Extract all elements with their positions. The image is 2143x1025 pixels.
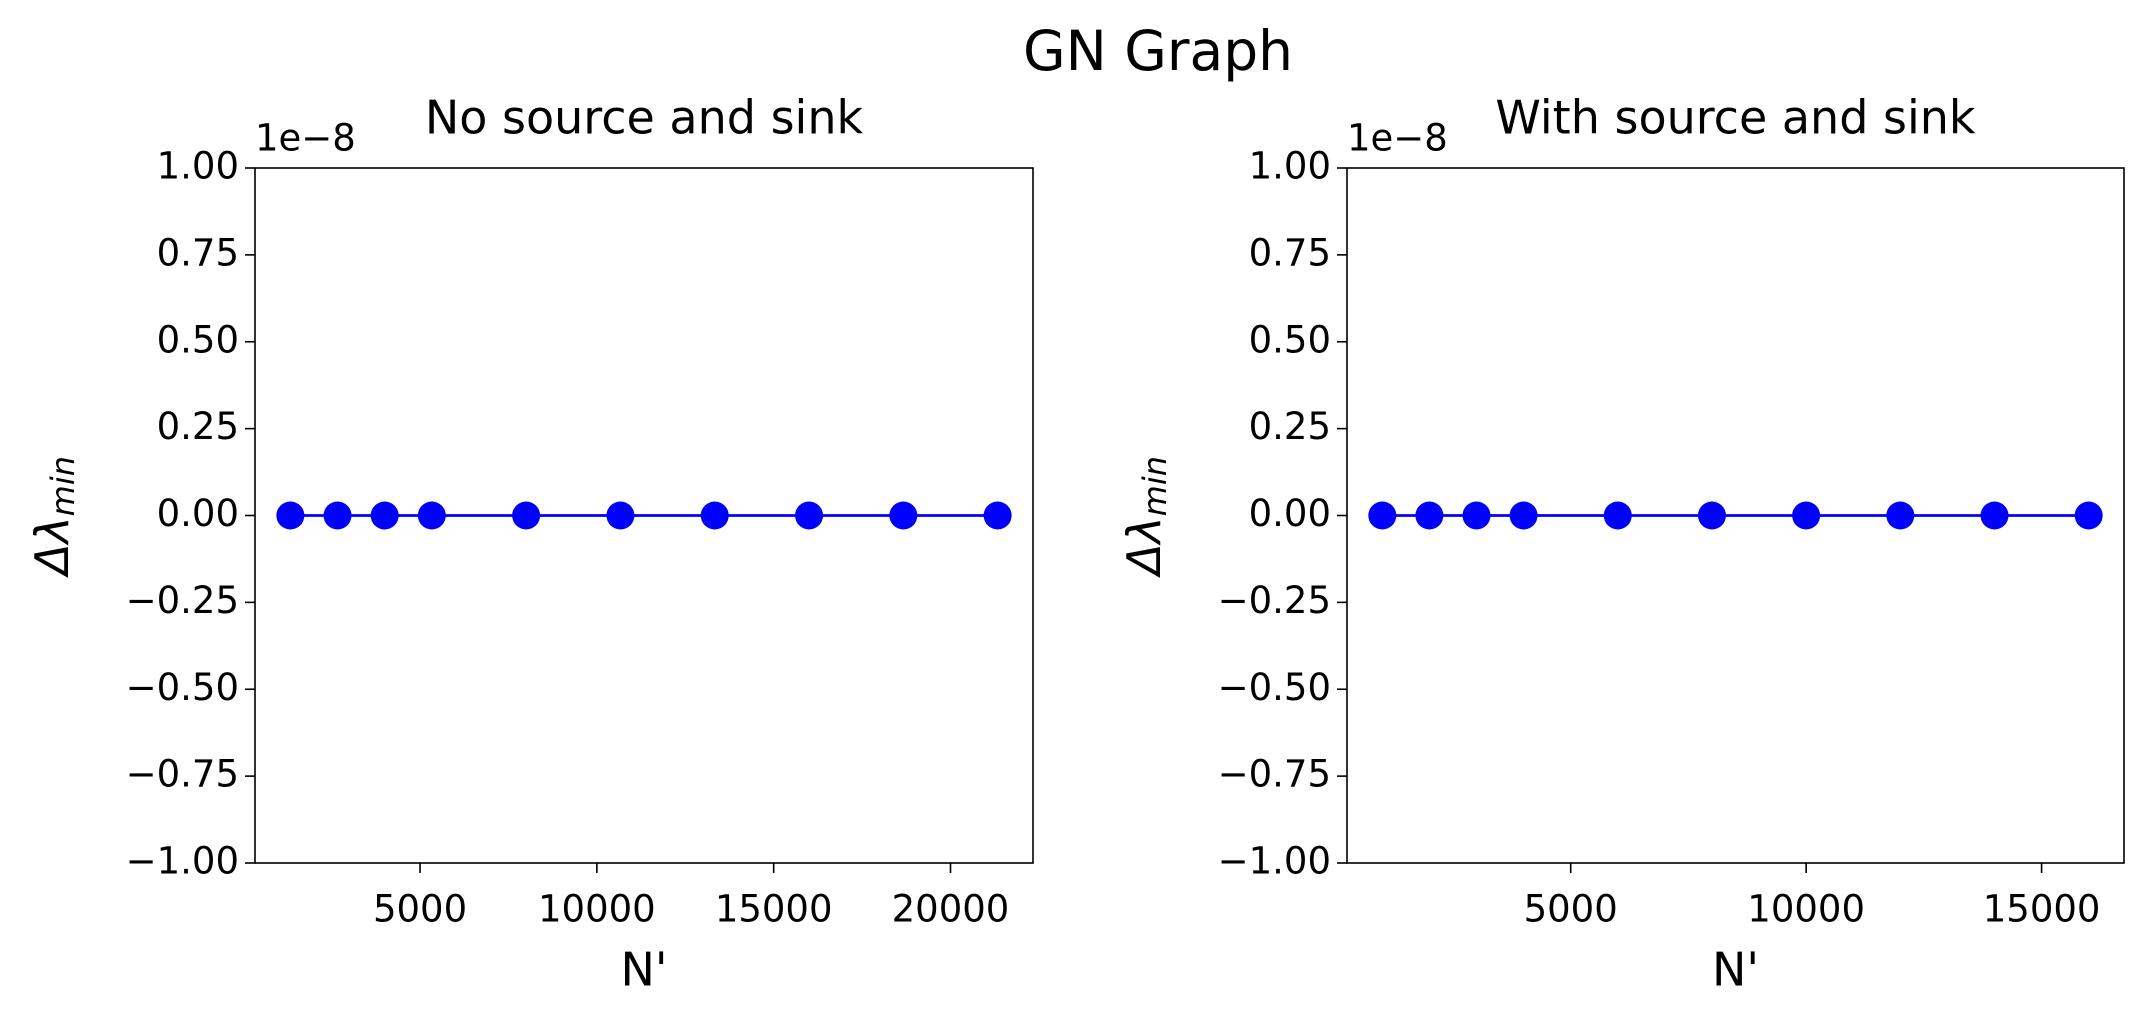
y-axis-label-main: Δλ (25, 516, 79, 578)
y-axis-label-sub: min (44, 456, 82, 516)
data-point (1462, 501, 1491, 530)
y-tick-label: 0.50 (1249, 318, 1331, 361)
subplot-title: No source and sink (425, 91, 864, 145)
data-point (606, 501, 635, 530)
data-point (889, 501, 918, 530)
axes-frame (1346, 167, 2125, 864)
data-point (700, 501, 729, 530)
x-tick-label: 20000 (892, 888, 1010, 931)
axes-frame (254, 167, 1034, 864)
data-point (1980, 501, 2009, 530)
data-point (370, 501, 399, 530)
y-tick-label: 1.00 (157, 145, 239, 188)
x-tick-label: 15000 (1983, 888, 2101, 931)
y-tick-label: 1.00 (1249, 145, 1331, 188)
data-point (2074, 501, 2103, 530)
y-tick-label: 0.00 (1249, 492, 1331, 535)
y-tick-label: 0.00 (157, 492, 239, 535)
y-tick-label: −0.25 (126, 579, 239, 622)
data-point (1697, 501, 1726, 530)
y-tick-label: −0.50 (126, 666, 239, 709)
y-axis-label: Δλmin (25, 456, 83, 578)
y-tick-label: 0.50 (157, 318, 239, 361)
y-tick-label: −0.25 (1218, 579, 1331, 622)
x-tick-label: 15000 (715, 888, 833, 931)
data-point (983, 501, 1012, 530)
y-axis-label: Δλmin (1117, 456, 1175, 578)
data-point (512, 501, 541, 530)
data-point (1415, 501, 1444, 530)
y-tick-label: −0.50 (1218, 666, 1331, 709)
x-axis-label: N' (1712, 943, 1759, 997)
offset-label: 1e−8 (255, 117, 356, 160)
data-point (795, 501, 824, 530)
x-tick-label: 10000 (538, 888, 656, 931)
data-point (1886, 501, 1915, 530)
y-tick-label: −1.00 (126, 840, 239, 883)
y-tick-label: −1.00 (1218, 840, 1331, 883)
offset-label: 1e−8 (1347, 117, 1448, 160)
x-tick-label: 5000 (1524, 888, 1618, 931)
data-point (1792, 501, 1821, 530)
y-tick-label: 0.25 (157, 405, 239, 448)
data-point (323, 501, 352, 530)
data-point (276, 501, 305, 530)
data-point (417, 501, 446, 530)
y-tick-label: −0.75 (126, 753, 239, 796)
data-point (1368, 501, 1397, 530)
y-tick-label: 0.75 (1249, 231, 1331, 274)
data-point (1603, 501, 1632, 530)
y-tick-label: −0.75 (1218, 753, 1331, 796)
figure-title: GN Graph (1023, 19, 1293, 83)
y-axis-label-sub: min (1136, 456, 1174, 516)
data-point (1509, 501, 1538, 530)
subplot-title: With source and sink (1495, 91, 1976, 145)
x-axis-label: N' (620, 943, 667, 997)
x-tick-label: 10000 (1747, 888, 1865, 931)
x-tick-label: 5000 (373, 888, 467, 931)
y-tick-label: 0.75 (157, 231, 239, 274)
y-axis-label-main: Δλ (1117, 516, 1171, 578)
y-tick-label: 0.25 (1249, 405, 1331, 448)
